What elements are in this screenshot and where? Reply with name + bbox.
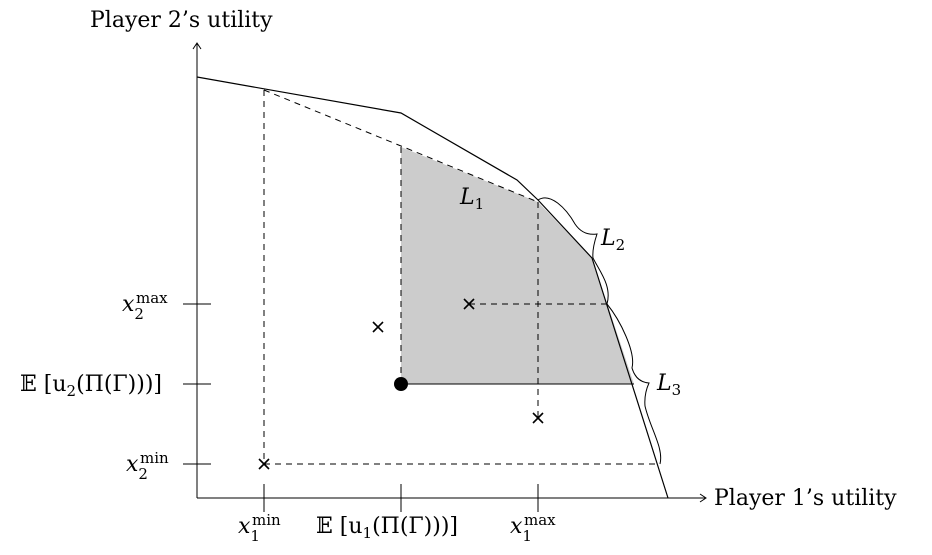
- cross-marker-2: [372, 321, 384, 333]
- x-tick-label-eu1: 𝔼 [u1(Π(Γ)))]: [316, 514, 458, 542]
- y-tick-label-x2min: x2min: [126, 449, 169, 483]
- brace-L2: [537, 197, 609, 305]
- y-axis-arrow: [192, 42, 202, 50]
- x-tick-label-x1min: x1min: [238, 511, 281, 545]
- expected-utility-point: [394, 377, 408, 391]
- label-L2: L2: [600, 226, 625, 254]
- cross-marker-4: [532, 412, 544, 424]
- x-tick-label-x1max: x1max: [510, 511, 556, 545]
- label-L3: L3: [656, 371, 681, 399]
- cross-marker-1: [258, 458, 270, 470]
- y-axis-label: Player 2’s utility: [90, 8, 273, 33]
- x-axis-label: Player 1’s utility: [714, 486, 897, 511]
- label-L1: L1: [459, 185, 484, 213]
- shaded-region: [401, 147, 634, 384]
- pareto-frontier: [196, 76, 669, 499]
- brace-L3: [606, 303, 662, 465]
- x-axis-arrow: [699, 493, 707, 503]
- y-tick-label-x2max: x2max: [122, 289, 168, 323]
- dashed-upper-line: [263, 89, 539, 203]
- cross-marker-3: [463, 298, 475, 310]
- y-tick-label-eu2: 𝔼 [u2(Π(Γ)))]: [20, 372, 162, 400]
